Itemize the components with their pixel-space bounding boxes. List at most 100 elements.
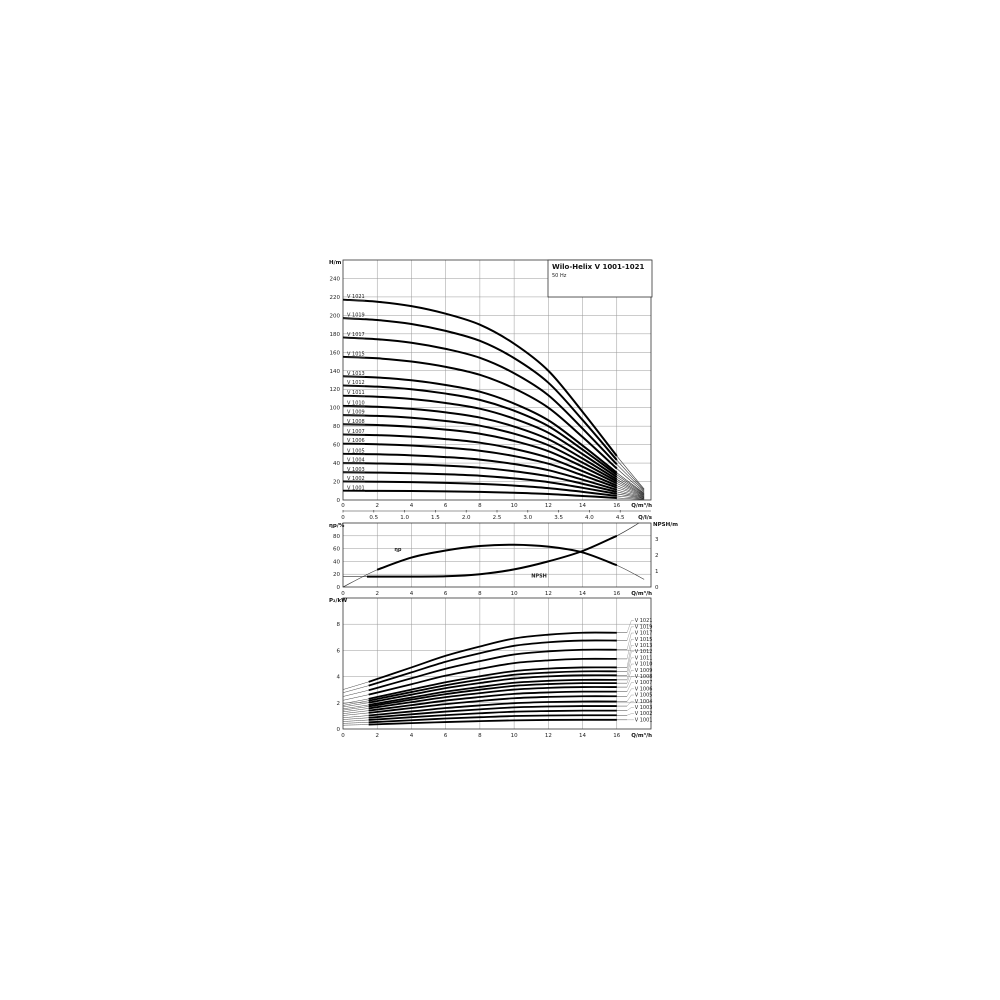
series-label: V 1012 <box>635 649 653 655</box>
head-curve <box>342 394 618 478</box>
power-curve <box>368 714 617 724</box>
power-curve-extension <box>342 685 369 693</box>
series-label: V 1021 <box>347 294 365 300</box>
head-curve <box>342 471 617 495</box>
series-label-leader <box>626 707 634 711</box>
series-label: V 1017 <box>347 332 365 338</box>
npsh-curve-label: NPSH <box>531 573 547 579</box>
x2-tick-label: 0 <box>341 515 345 521</box>
x-tick-label: 0 <box>341 503 345 509</box>
head-curve <box>342 317 618 461</box>
y-tick-label: 240 <box>330 276 341 282</box>
x2-tick-label: 4.0 <box>585 515 594 521</box>
power-curve <box>368 705 617 719</box>
y-tick-label: 6 <box>337 648 341 654</box>
x-tick-label: 14 <box>579 503 586 509</box>
x-tick-label: 2 <box>375 733 379 739</box>
series-label: V 1009 <box>635 668 653 674</box>
series-label: V 1007 <box>635 680 653 686</box>
y-tick-label: 40 <box>333 461 340 467</box>
y-tick-label: 0 <box>337 727 341 733</box>
x-tick-label: 16 <box>613 733 620 739</box>
power-curve-extension <box>342 702 369 708</box>
y-tick-label: 120 <box>330 387 341 393</box>
power-curve-extension <box>342 700 369 706</box>
x-tick-label: 16 <box>613 503 620 509</box>
title-box: Wilo-Helix V 1001-1021 50 Hz <box>547 259 653 298</box>
power-curve-extension <box>342 706 369 711</box>
power-curve-extension <box>342 717 369 720</box>
y-tick-label: 20 <box>333 572 340 578</box>
y-tick-label: 0 <box>337 585 341 591</box>
x-tick-label: 12 <box>545 733 552 739</box>
x-tick-label: 6 <box>444 591 448 597</box>
series-label: V 1019 <box>347 313 365 319</box>
series-label: V 1019 <box>635 624 653 630</box>
x-tick-label: 2 <box>375 503 379 509</box>
y-tick-label: 100 <box>330 406 341 412</box>
x2-tick-label: 2.5 <box>493 515 502 521</box>
head-chart: 0 2 4 6 8 10 12 14 16020406080100120140160180200… <box>329 259 653 521</box>
y-axis-label: H/m <box>329 260 342 266</box>
power-curve <box>368 670 617 702</box>
series-label: V 1002 <box>347 476 365 482</box>
y-tick-label: 60 <box>333 443 340 449</box>
power-curve <box>368 695 617 714</box>
head-curve <box>342 375 618 474</box>
series-label: V 1003 <box>635 705 653 711</box>
series-label-leader <box>626 670 634 684</box>
series-label-leader <box>626 632 634 650</box>
series-label: V 1003 <box>347 467 365 473</box>
head-curve <box>342 404 618 481</box>
power-curve <box>368 657 617 696</box>
power-curve <box>368 639 617 687</box>
power-curve-extension <box>342 712 369 716</box>
head-curve <box>342 489 617 499</box>
series-label: V 1006 <box>347 438 365 444</box>
x-tick-label: 0 <box>341 591 345 597</box>
power-curve-extension <box>342 681 369 690</box>
x-tick-label: 8 <box>478 503 482 509</box>
y-tick-label: 80 <box>333 534 340 540</box>
power-curve-extension <box>342 689 369 697</box>
x-tick-label: 8 <box>478 733 482 739</box>
series-label-leader <box>626 626 634 641</box>
power-curve-extension <box>342 710 369 714</box>
x2-tick-label: 1.5 <box>431 515 440 521</box>
series-label: V 1013 <box>635 643 653 649</box>
x-tick-label: 4 <box>410 591 414 597</box>
series-label: V 1013 <box>347 371 365 377</box>
y-tick-label: 40 <box>333 559 340 565</box>
power-curve-extension <box>342 719 369 722</box>
efficiency-curve-label: ηp <box>394 547 402 553</box>
y-tick-label: 220 <box>330 295 341 301</box>
power-curve-extension <box>342 704 369 710</box>
y-axis-label: ηp/% <box>329 523 345 529</box>
x-tick-label: 6 <box>444 733 448 739</box>
efficiency-npsh-chart: 0 2 4 6 8 10 12 14 16020406080ηp/%Q/m³/h0123NPSH… <box>329 522 678 597</box>
series-label: V 1021 <box>635 618 653 624</box>
series-label: V 1010 <box>635 662 653 668</box>
y-tick-label: 20 <box>333 480 340 486</box>
y2-tick-label: 0 <box>655 585 659 591</box>
npsh-curve <box>366 534 618 578</box>
x2-tick-label: 1.0 <box>400 515 409 521</box>
series-label-leader <box>626 688 634 697</box>
x-axis-label: Q/m³/h <box>631 732 652 739</box>
y-tick-label: 140 <box>330 369 341 375</box>
x2-tick-label: 4.5 <box>616 515 625 521</box>
series-label-leader <box>626 651 634 672</box>
x2-tick-label: 2.0 <box>462 515 471 521</box>
head-curve <box>342 384 618 476</box>
power-curve <box>368 700 617 717</box>
x2-axis-label: Q/l/s <box>638 515 653 521</box>
series-label-leader <box>626 663 634 680</box>
series-label-leader <box>626 682 634 692</box>
y2-tick-label: 2 <box>655 553 659 559</box>
series-label-leader <box>626 701 634 707</box>
y-tick-label: 0 <box>337 498 341 504</box>
y-tick-label: 180 <box>330 332 341 338</box>
y-tick-label: 8 <box>337 622 341 628</box>
power-curve <box>368 682 617 708</box>
power-curve <box>368 678 617 706</box>
